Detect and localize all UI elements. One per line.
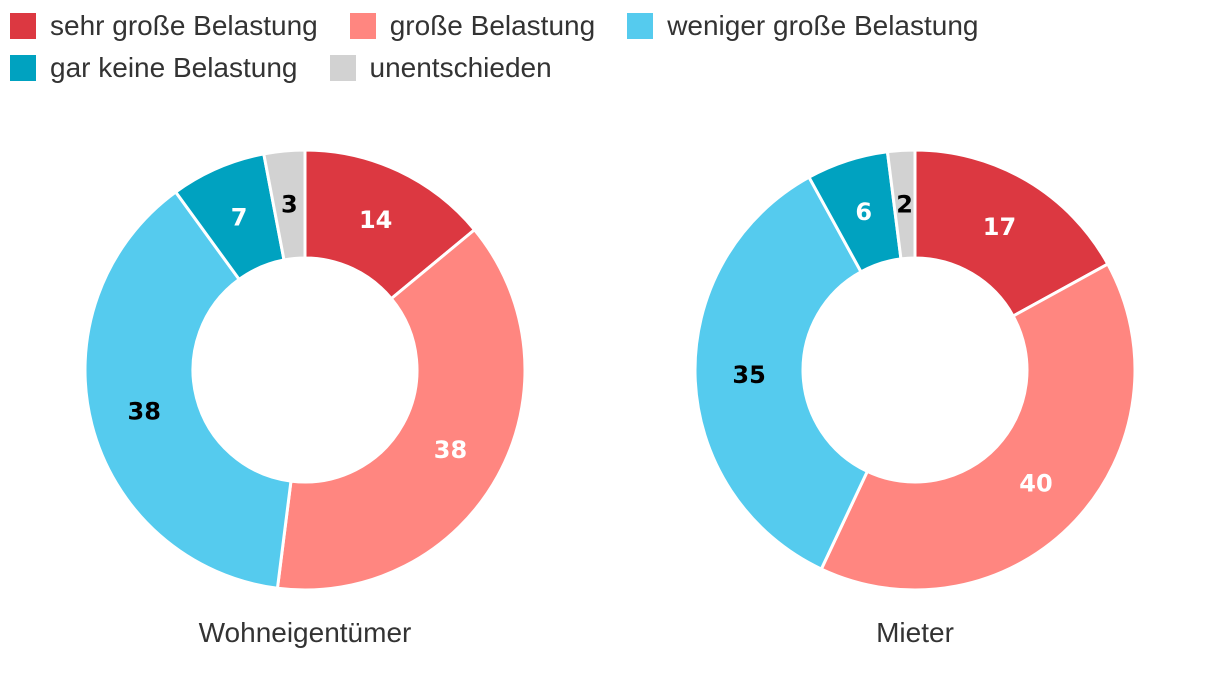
legend-item-grosse-belastung: große Belastung: [349, 10, 596, 42]
donut-slice-unentschieden: [885, 148, 917, 261]
slice-value-label: 7: [231, 204, 248, 232]
legend-label: sehr große Belastung: [50, 10, 318, 41]
legend-item-weniger-grosse-belastung: weniger große Belastung: [627, 10, 978, 42]
slice-value-label: 35: [732, 361, 765, 389]
legend-item-sehr-grosse-belastung: sehr große Belastung: [10, 10, 318, 42]
legend-item-gar-keine-belastung: gar keine Belastung: [10, 52, 298, 84]
donut-chart-wohneigentuemer: 14 38 38 7 3 Wohneigentümer: [83, 148, 527, 648]
slice-value-label: 17: [983, 213, 1016, 241]
chart-title: Wohneigentümer: [199, 617, 412, 648]
donut-slice-weniger-grosse-belastung: [83, 190, 293, 590]
slice-value-label: 38: [434, 436, 467, 464]
donut-slice-grosse-belastung: [275, 228, 527, 592]
legend-label: unentschieden: [369, 52, 552, 83]
slice-value-label: 6: [855, 198, 872, 226]
legend: sehr große Belastung große Belastung wen…: [10, 10, 1010, 84]
slice-value-label: 40: [1019, 470, 1052, 498]
slice-value-label: 2: [896, 190, 913, 218]
slice-value-label: 14: [359, 206, 392, 234]
donut-slice-sehr-grosse-belastung: [913, 148, 1110, 318]
legend-item-unentschieden: unentschieden: [329, 52, 552, 84]
slice-value-label: 38: [128, 397, 161, 425]
donut-slice-weniger-grosse-belastung: [693, 175, 869, 571]
chart-title: Mieter: [876, 617, 954, 648]
legend-swatch: [329, 55, 356, 81]
legend-swatch: [10, 55, 36, 81]
donut-chart-mieter: 17 40 35 6 2 Mieter: [693, 148, 1137, 648]
donut-slice-grosse-belastung: [819, 262, 1137, 592]
legend-label: gar keine Belastung: [50, 52, 298, 83]
legend-label: weniger große Belastung: [667, 10, 979, 41]
donut-slice-unentschieden: [262, 148, 307, 262]
legend-swatch: [10, 13, 36, 39]
slice-value-label: 3: [281, 191, 298, 219]
legend-swatch: [349, 13, 376, 39]
legend-label: große Belastung: [389, 10, 596, 41]
legend-swatch: [627, 13, 654, 39]
